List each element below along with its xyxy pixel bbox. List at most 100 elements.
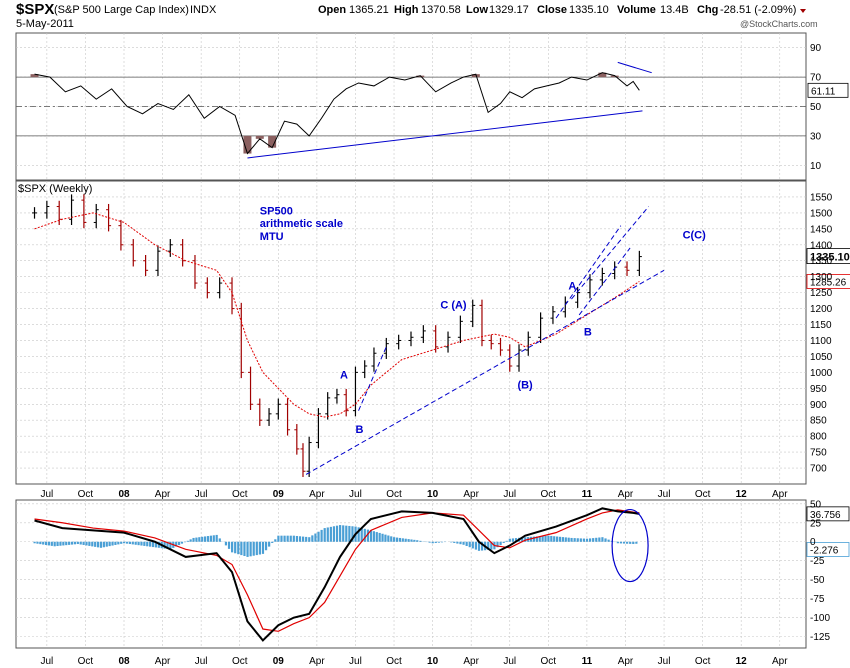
macd-histogram-bar <box>323 528 326 542</box>
macd-line <box>34 507 640 642</box>
price-tick-label: 1150 <box>810 320 832 331</box>
macd-histogram-bar <box>243 541 246 557</box>
macd-histogram-bar <box>274 539 277 542</box>
rsi-line <box>34 72 640 155</box>
macd-histogram-bar <box>471 541 474 549</box>
macd-histogram-bar <box>635 541 638 544</box>
macd-histogram-bar <box>573 538 576 542</box>
macd-histogram-bar <box>36 541 39 544</box>
macd-histogram-bar <box>82 541 85 545</box>
price-tick-label: 950 <box>810 384 827 395</box>
symbol: $SPX <box>16 1 54 18</box>
macd-histogram-bar <box>592 538 595 542</box>
macd-frame <box>15 499 807 649</box>
wave-annotation: C (A) <box>440 300 467 312</box>
macd-histogram-bar <box>258 541 261 555</box>
macd-histogram-bar <box>505 540 508 542</box>
macd-histogram-bar <box>598 537 601 542</box>
macd-histogram-bar <box>227 541 231 549</box>
macd-histogram-bar <box>177 541 181 546</box>
macd-histogram-bar <box>434 541 437 543</box>
macd-histogram-bar <box>137 541 140 546</box>
macd-histogram-bar <box>56 541 59 547</box>
macd-histogram-bar <box>366 529 369 542</box>
macd-histogram-bar <box>398 537 402 542</box>
macd-histogram-bar <box>604 538 607 542</box>
x-tick-label: Oct <box>541 489 557 500</box>
macd-histogram-bar <box>410 539 413 542</box>
macd-histogram-bar <box>317 531 320 542</box>
macd-histogram-bar <box>50 541 53 546</box>
macd-histogram-bar <box>42 541 45 545</box>
macd-histogram-bar <box>33 541 36 544</box>
wave-annotation: arithmetic scale <box>260 218 343 230</box>
macd-histogram-bar <box>582 538 586 542</box>
low-label: Low <box>466 4 488 16</box>
x-tick-label: Jul <box>658 489 671 500</box>
x-tick-label: Oct <box>232 656 248 667</box>
macd-histogram-bar <box>215 534 218 542</box>
macd-histogram-bar <box>456 541 459 544</box>
macd-histogram-bar <box>261 541 265 554</box>
macd-histogram-bar <box>301 536 305 542</box>
macd-histogram-bar <box>329 526 332 542</box>
chg-value: -28.51 (-2.09%) <box>720 4 796 16</box>
macd-histogram-bar <box>487 541 490 550</box>
price-panel-title: $SPX (Weekly) <box>18 183 92 195</box>
x-tick-label: Apr <box>618 489 634 500</box>
x-tick-label: Jul <box>195 489 208 500</box>
macd-histogram-bar <box>437 541 440 543</box>
x-tick-label: Jul <box>349 489 362 500</box>
macd-histogram-bar <box>246 541 249 557</box>
macd-histogram-bar <box>616 541 619 544</box>
macd-histogram-bar <box>192 537 195 542</box>
macd-histogram-bar <box>547 535 550 542</box>
macd-histogram-bar <box>538 536 541 542</box>
macd-histogram-bar <box>143 541 146 546</box>
macd-histogram-bar <box>149 541 152 547</box>
x-tick-label: 12 <box>736 489 748 500</box>
macd-histogram-bar <box>39 541 42 545</box>
price-tick-label: 1500 <box>810 208 833 219</box>
macd-histogram-bar <box>125 541 129 544</box>
macd-histogram-bar <box>579 538 582 542</box>
macd-histogram-bar <box>431 541 434 544</box>
macd-histogram-bar <box>99 541 103 548</box>
macd-histogram-bar <box>335 525 339 542</box>
macd-histogram-bar <box>558 536 562 542</box>
macd-histogram-bar <box>511 538 515 542</box>
macd-histogram-bar <box>576 538 579 542</box>
macd-histogram-bar <box>169 541 172 550</box>
macd-histogram-bar <box>419 540 422 542</box>
wave-annotation: SP500 <box>260 205 293 217</box>
last-close-box <box>806 248 850 264</box>
x-tick-label: Apr <box>309 656 325 667</box>
macd-histogram-bar <box>189 539 192 542</box>
price-tick-label: 1350 <box>810 256 833 267</box>
macd-histogram-bar <box>521 537 524 542</box>
macd-histogram-bar <box>393 537 396 542</box>
rsi-tick-label: 50 <box>810 102 822 113</box>
price-tick-label: 1300 <box>810 272 833 283</box>
volume-value: 13.4B <box>660 4 689 16</box>
x-tick-label: Apr <box>772 489 788 500</box>
price-trendline <box>555 225 622 319</box>
x-tick-label: 08 <box>118 656 130 667</box>
macd-histogram-bar <box>117 541 120 545</box>
price-trendline <box>358 346 387 411</box>
x-tick-label: Oct <box>386 489 402 500</box>
macd-tick-label: 0 <box>810 537 816 548</box>
macd-histogram-bar <box>570 537 573 542</box>
macd-histogram-bar <box>595 537 598 542</box>
macd-histogram-bar <box>453 541 456 543</box>
watermark: @StockCharts.com <box>740 19 818 29</box>
macd-histogram-bar <box>154 541 158 548</box>
price-tick-label: 1100 <box>810 336 832 347</box>
price-tick-label: 800 <box>810 432 827 443</box>
macd-histogram-bar <box>85 541 88 546</box>
macd-histogram-bar <box>360 528 363 542</box>
macd-histogram-bar <box>413 539 416 542</box>
header-svg: $SPX (S&P 500 Large Cap Index) INDX 5-Ma… <box>16 1 818 30</box>
macd-histogram-bar <box>151 541 155 548</box>
